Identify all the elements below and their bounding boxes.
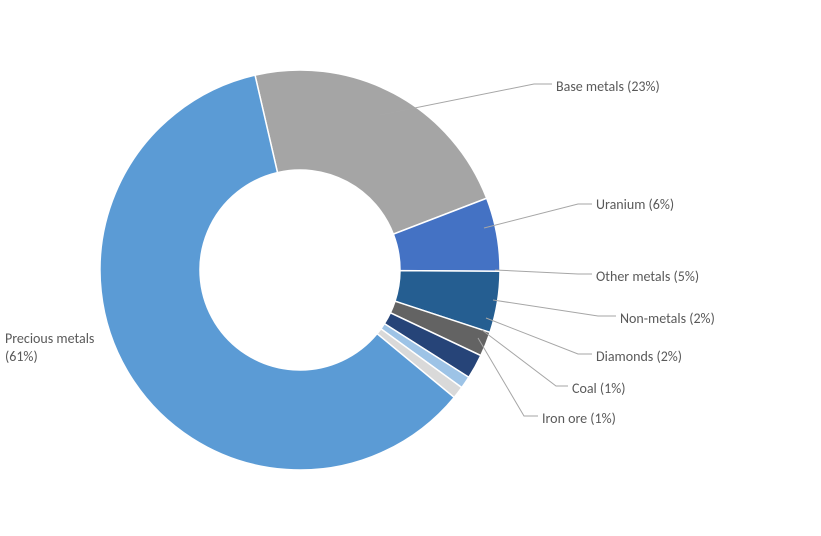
leader-line xyxy=(484,204,592,228)
slice-label-diamonds: Diamonds (2%) xyxy=(596,348,682,366)
slice-label-coal: Coal (1%) xyxy=(572,380,626,398)
slice-label-base-metals: Base metals (23%) xyxy=(556,78,660,96)
leader-line xyxy=(495,270,592,274)
leader-line xyxy=(493,300,616,316)
slice-label-other-metals: Other metals (5%) xyxy=(596,268,699,286)
slice-base-metals xyxy=(255,70,487,234)
donut-chart: Base metals (23%) Uranium (6%) Other metal… xyxy=(0,0,821,536)
leader-line xyxy=(482,330,568,386)
leader-line xyxy=(486,318,592,354)
slice-label-iron-ore: Iron ore (1%) xyxy=(542,410,616,428)
slice-label-non-metals: Non-metals (2%) xyxy=(620,310,715,328)
slice-label-uranium: Uranium (6%) xyxy=(596,196,674,214)
slice-label-precious-metals: Precious metals(61%) xyxy=(5,330,94,366)
